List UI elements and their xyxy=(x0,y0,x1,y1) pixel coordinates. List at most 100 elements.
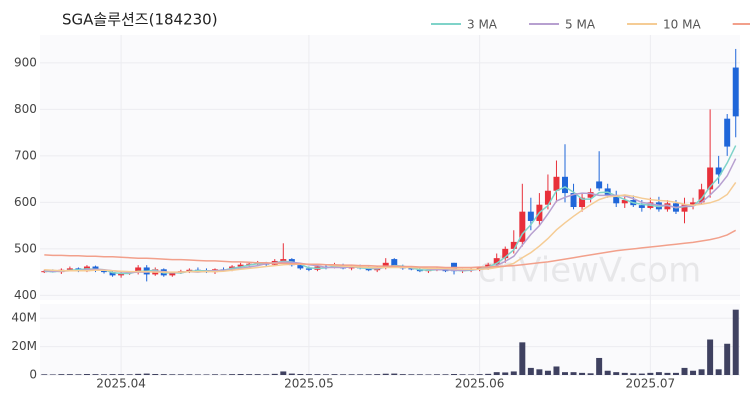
volume-bar xyxy=(263,374,270,375)
candle-body xyxy=(527,211,534,221)
volume-bar xyxy=(562,372,568,375)
volume-bar xyxy=(357,374,364,375)
volume-bar xyxy=(101,374,108,375)
candle-body xyxy=(391,259,398,267)
candle-body xyxy=(135,267,142,273)
volume-bar xyxy=(493,372,500,375)
candle-body xyxy=(66,268,73,270)
volume-bar xyxy=(382,373,389,375)
candle-body xyxy=(553,176,560,191)
volume-bar xyxy=(459,374,466,375)
volume-bar xyxy=(408,374,415,375)
volume-bar xyxy=(186,374,193,375)
volume-bar xyxy=(66,374,73,375)
volume-bar xyxy=(143,373,150,375)
volume-bar xyxy=(664,372,671,375)
candle-body xyxy=(698,189,705,203)
candle-body xyxy=(109,272,116,276)
volume-bar xyxy=(152,374,159,375)
candle-body xyxy=(613,195,620,204)
legend-label: 10 MA xyxy=(663,18,701,32)
candle-body xyxy=(732,67,739,117)
y-tick-label: 700 xyxy=(14,148,37,162)
volume-bar xyxy=(331,374,338,375)
volume-bar xyxy=(536,369,543,375)
volume-bar xyxy=(715,369,722,375)
volume-bar xyxy=(579,372,586,375)
volume-bar xyxy=(75,374,82,375)
volume-bar xyxy=(237,374,244,375)
volume-bar xyxy=(519,342,526,375)
volume-bar xyxy=(502,372,509,375)
candle-body xyxy=(297,265,304,269)
volume-bar xyxy=(485,373,492,375)
y-tick-label: 500 xyxy=(14,241,37,255)
volume-bar xyxy=(442,374,449,375)
candle-body xyxy=(544,190,551,205)
volume-bar xyxy=(724,343,731,375)
candle-body xyxy=(305,268,312,270)
candle-body xyxy=(510,241,517,249)
candle-body xyxy=(408,268,415,270)
volume-bar xyxy=(399,374,406,375)
candle-body xyxy=(246,263,253,265)
volume-bar xyxy=(698,369,705,375)
volume-bar xyxy=(58,374,65,375)
volume-bar xyxy=(271,373,278,375)
volume-bar xyxy=(135,373,142,375)
volume-bar xyxy=(433,374,440,375)
y-tick-label: 600 xyxy=(14,195,37,209)
ma-line xyxy=(44,229,737,269)
y-tick-label: 900 xyxy=(14,55,37,69)
candle-body xyxy=(579,197,586,208)
y-tick-label: 800 xyxy=(14,102,37,116)
candle-body xyxy=(169,273,176,276)
volume-bar xyxy=(655,372,662,375)
candle-body xyxy=(724,118,731,147)
volume-bar xyxy=(348,374,355,375)
volume-bar xyxy=(169,374,176,375)
volume-bar xyxy=(544,370,551,375)
watermark: chViewV.com xyxy=(478,251,701,291)
volume-plot xyxy=(40,304,740,375)
volume-bar xyxy=(365,374,372,375)
volume-bar xyxy=(468,374,475,375)
volume-bar xyxy=(647,372,654,375)
y-tick-label: 400 xyxy=(14,288,37,302)
y-tick-label: 40M xyxy=(11,311,37,325)
candle-body xyxy=(707,167,714,190)
candle-body xyxy=(596,181,603,189)
candle-body xyxy=(570,193,577,208)
volume-bar xyxy=(126,374,133,375)
legend-label: 5 MA xyxy=(565,18,596,32)
volume-bar xyxy=(254,374,261,375)
volume-bar xyxy=(280,371,287,375)
candle-body xyxy=(493,258,500,265)
legend-label: 3 MA xyxy=(467,18,498,32)
candle-body xyxy=(690,202,697,205)
candle-body xyxy=(519,211,526,242)
x-tick-label: 2025.04 xyxy=(96,377,146,391)
x-tick-label: 2025.07 xyxy=(626,377,676,391)
volume-bar xyxy=(451,374,458,375)
x-tick-label: 2025.06 xyxy=(455,377,505,391)
volume-bar xyxy=(83,374,90,375)
volume-bar xyxy=(476,374,483,375)
candle-body xyxy=(280,259,287,261)
volume-bar xyxy=(109,374,116,375)
candle-body xyxy=(237,264,244,267)
volume-bar xyxy=(613,372,620,375)
volume-bar xyxy=(305,374,312,375)
volume-bar xyxy=(322,374,329,375)
volume-bar xyxy=(177,374,184,375)
volume-bar xyxy=(118,374,125,375)
volume-bar xyxy=(416,374,423,375)
volume-bar xyxy=(212,374,218,375)
candle-body xyxy=(715,167,722,175)
volume-bar xyxy=(220,374,227,375)
candle-body xyxy=(562,176,568,194)
candle-body xyxy=(365,268,372,271)
y-tick-label: 0 xyxy=(29,368,37,382)
volume-bar xyxy=(621,372,628,375)
